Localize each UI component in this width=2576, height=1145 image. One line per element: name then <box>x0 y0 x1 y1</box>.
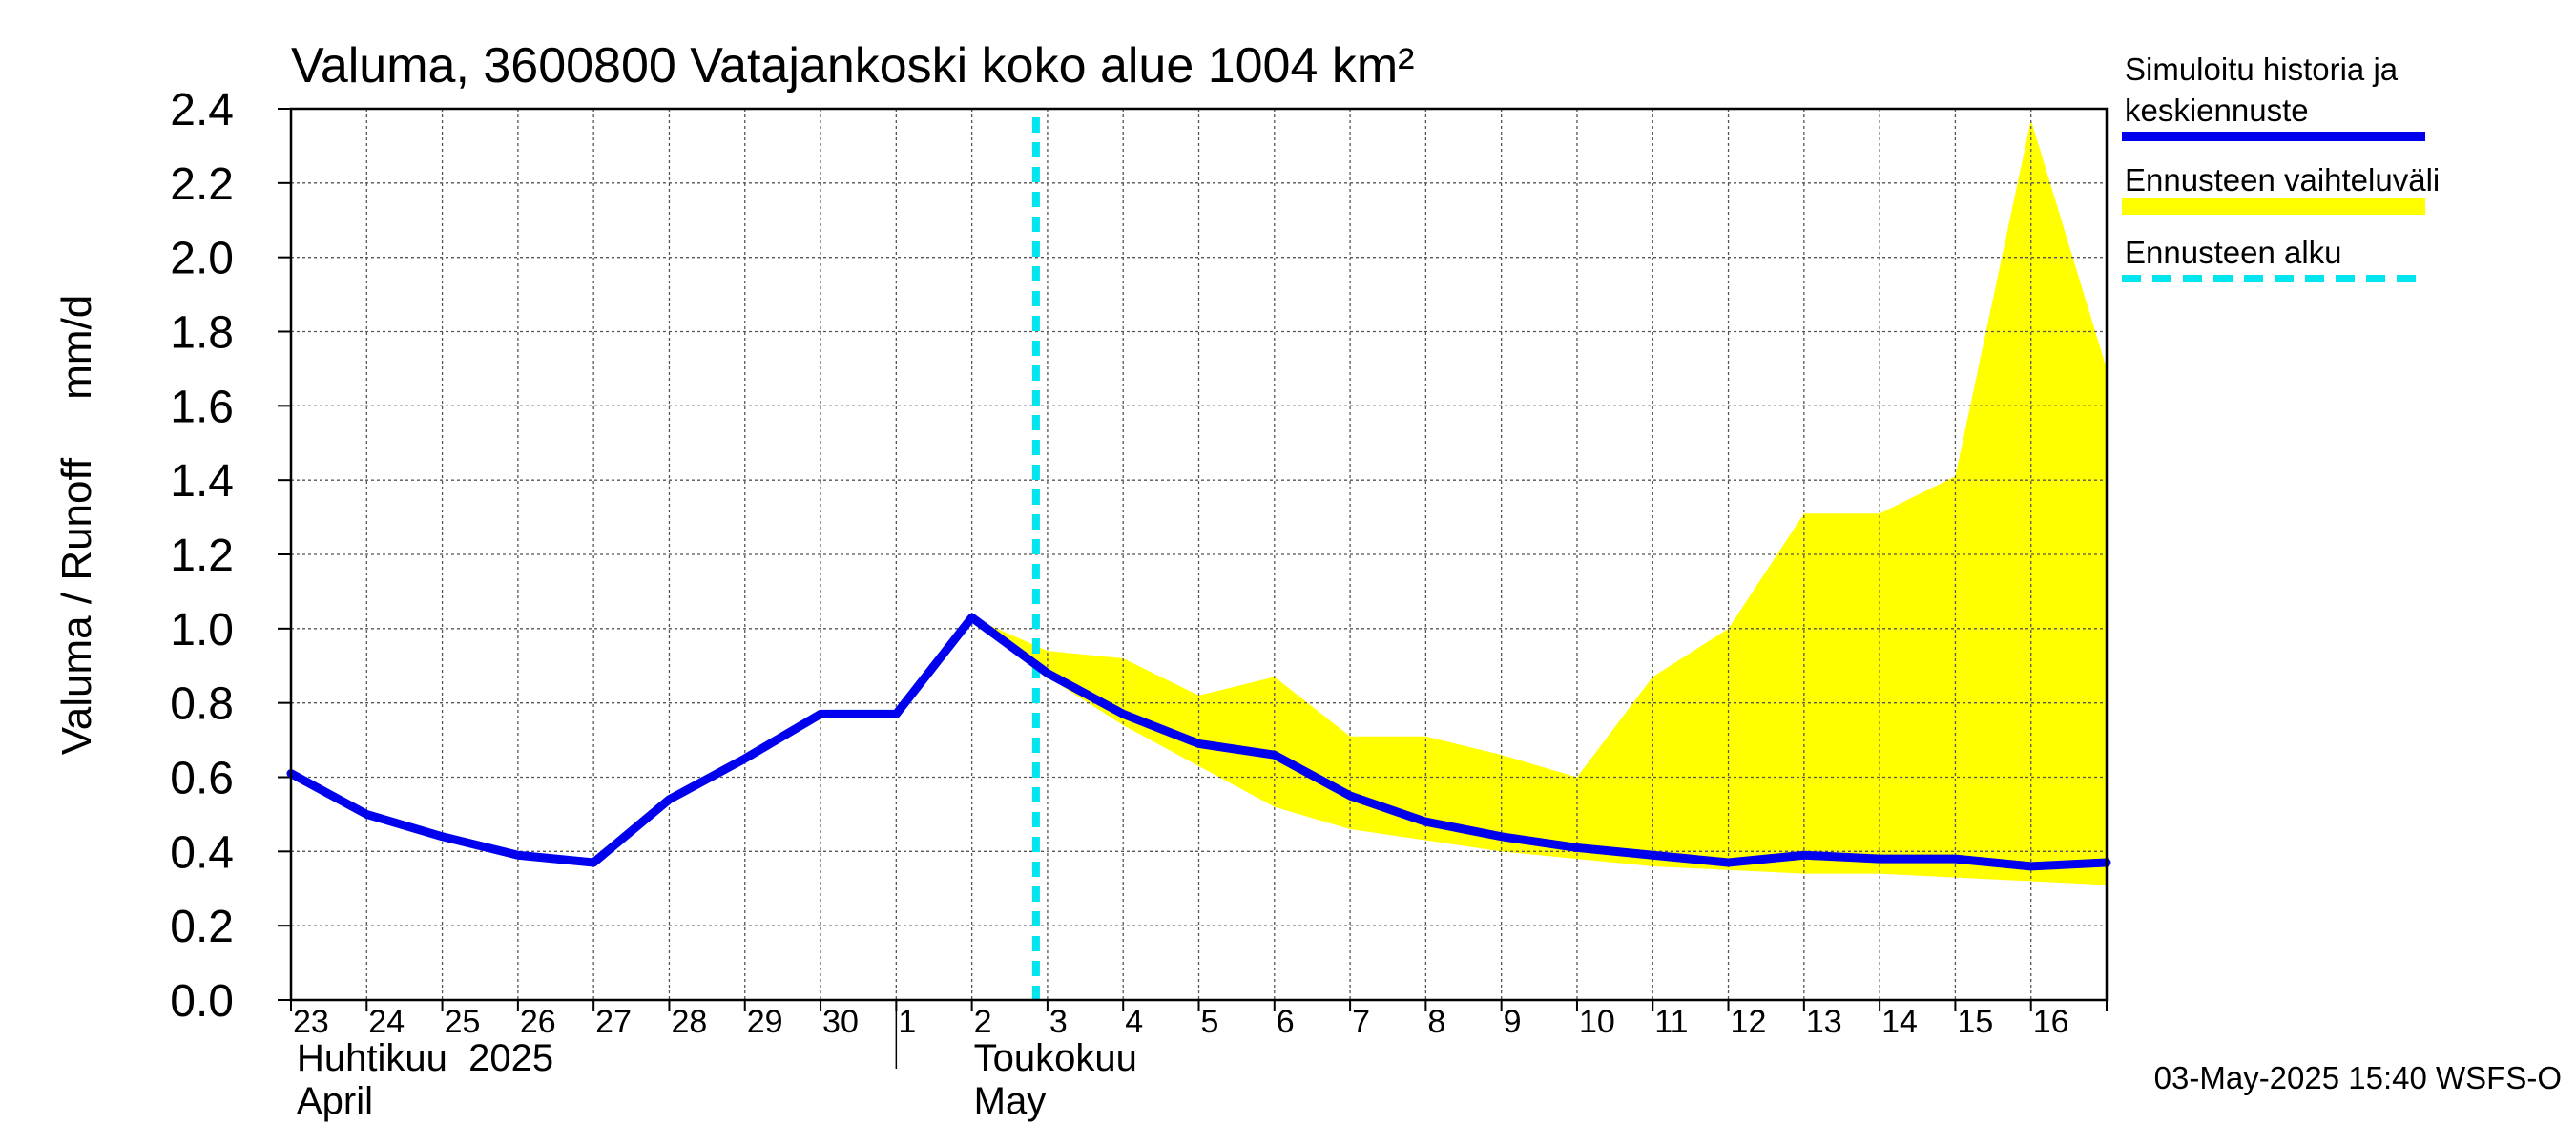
legend-label-history-1: Simuloitu historia ja <box>2125 52 2399 87</box>
x-tick-label: 4 <box>1125 1004 1143 1040</box>
y-tick-label: 2.0 <box>170 234 234 284</box>
x-tick-label: 13 <box>1806 1004 1842 1040</box>
x-tick-label: 5 <box>1201 1004 1219 1040</box>
month-label-fi: Toukokuu <box>974 1037 1137 1079</box>
y-tick-label: 0.4 <box>170 827 234 878</box>
simulated-line <box>286 613 2111 871</box>
x-tick-label: 15 <box>1957 1004 1993 1040</box>
y-tick-label: 1.2 <box>170 531 234 581</box>
x-tick-label: 9 <box>1504 1004 1522 1040</box>
x-tick-label: 24 <box>368 1004 405 1040</box>
forecast-range-area <box>971 119 2107 885</box>
plot-border <box>289 107 2109 1002</box>
month-label-fi: Huhtikuu 2025 <box>297 1037 553 1079</box>
x-axis-ticks: 23 24 25 26 27 28 29 30 1 2 3 4 5 6 7 8 9 10 11 12 13 14 15 16 <box>290 1000 2108 1040</box>
x-tick-label: 14 <box>1881 1004 1918 1040</box>
month-label-en: May <box>974 1080 1047 1122</box>
x-tick-label: 1 <box>898 1004 916 1040</box>
y-tick-label: 0.0 <box>170 976 234 1027</box>
x-tick-label: 10 <box>1579 1004 1615 1040</box>
x-tick-label: 27 <box>595 1004 632 1040</box>
x-tick-label: 3 <box>1049 1004 1068 1040</box>
x-tick-label: 26 <box>520 1004 556 1040</box>
x-tick-label: 12 <box>1731 1004 1767 1040</box>
legend: Simuloitu historia ja keskiennuste Ennus… <box>2122 52 2440 282</box>
legend-label-range: Ennusteen vaihteluväli <box>2125 162 2440 198</box>
y-tick-label: 2.4 <box>170 85 234 135</box>
forecast-range-band <box>971 119 2107 885</box>
legend-label-forecast-start: Ennusteen alku <box>2125 235 2342 270</box>
plot-frame <box>289 107 2109 1002</box>
footer-timestamp: 03-May-2025 15:40 WSFS-O <box>2154 1060 2562 1095</box>
y-axis-label: Valuma / Runoff mm/d <box>53 295 100 756</box>
x-tick-label: 11 <box>1654 1004 1688 1040</box>
y-tick-label: 2.2 <box>170 159 234 210</box>
x-tick-label: 7 <box>1352 1004 1370 1040</box>
y-tick-label: 0.8 <box>170 679 234 730</box>
legend-label-history-2: keskiennuste <box>2125 93 2309 128</box>
x-tick-label: 28 <box>671 1004 707 1040</box>
y-tick-label: 0.2 <box>170 902 234 952</box>
x-tick-label: 16 <box>2033 1004 2069 1040</box>
x-tick-label: 29 <box>747 1004 783 1040</box>
x-tick-label: 25 <box>445 1004 481 1040</box>
x-tick-label: 2 <box>974 1004 992 1040</box>
y-tick-label: 1.4 <box>170 456 234 507</box>
x-tick-label: 8 <box>1427 1004 1445 1040</box>
chart-title: Valuma, 3600800 Vatajankoski koko alue 1… <box>291 38 1414 94</box>
y-tick-label: 1.6 <box>170 382 234 432</box>
x-tick-label: 23 <box>293 1004 329 1040</box>
y-tick-label: 1.8 <box>170 308 234 359</box>
y-tick-label: 0.6 <box>170 754 234 804</box>
y-axis-ticks: 0.0 0.2 0.4 0.6 0.8 1.0 1.2 1.4 1.6 1.8 2.0 2.2 2.4 <box>170 85 291 1027</box>
x-tick-label: 6 <box>1277 1004 1295 1040</box>
y-tick-label: 1.0 <box>170 605 234 656</box>
month-label-en: April <box>297 1080 373 1122</box>
x-tick-label: 30 <box>822 1004 859 1040</box>
simulated-history-line <box>286 613 2111 871</box>
